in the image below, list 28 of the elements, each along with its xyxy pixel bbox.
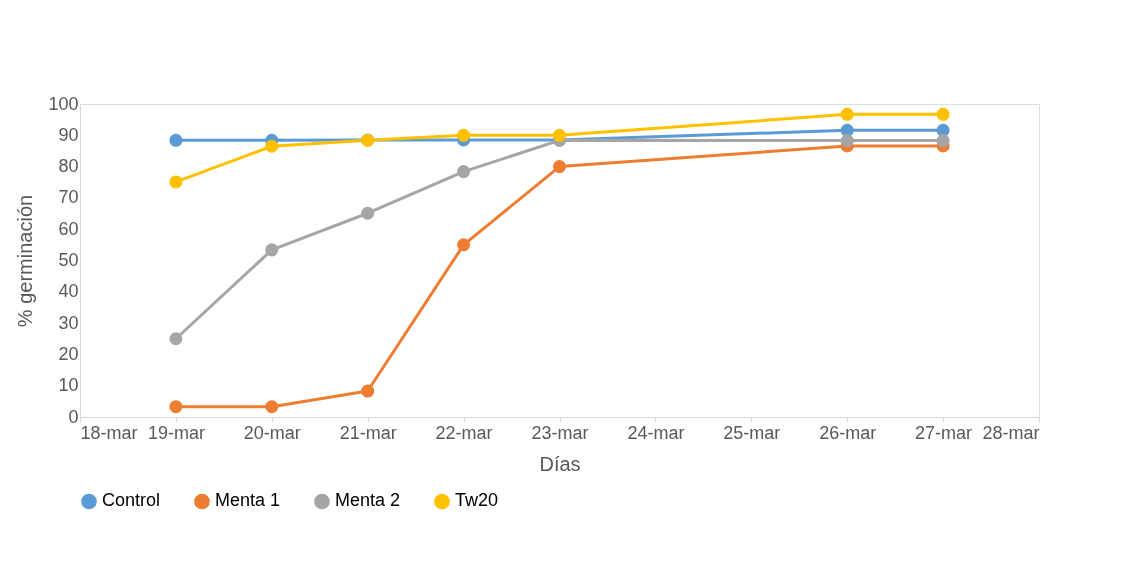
- y-tick-label: 80: [58, 156, 79, 177]
- x-tick-label: 25-mar: [723, 422, 781, 443]
- y-tick-label: 30: [58, 312, 79, 333]
- y-tick-label: 60: [58, 218, 79, 239]
- y-tick-label: 10: [58, 375, 79, 396]
- x-axis-title: Días: [539, 452, 581, 475]
- y-tick-label: 100: [48, 93, 79, 114]
- x-tick-label: 24-mar: [627, 422, 685, 443]
- x-tick-label: 20-mar: [243, 422, 301, 443]
- x-tick-label: 23-mar: [531, 422, 589, 443]
- y-axis-title: % germinación: [14, 194, 37, 328]
- x-tick-label: 26-mar: [819, 422, 877, 443]
- x-tick-label: 27-mar: [915, 422, 973, 443]
- x-tick-label: 19-mar: [147, 422, 205, 443]
- y-tick-label: 50: [58, 250, 79, 270]
- y-tick-label: 0: [68, 406, 79, 427]
- legend-label: Control: [102, 490, 161, 511]
- legend-label: Menta 2: [335, 490, 401, 511]
- legend-label: Menta 1: [215, 490, 281, 511]
- x-tick-label: 22-mar: [435, 422, 493, 443]
- x-tick-label: 28-mar: [982, 422, 1040, 443]
- x-tick-label: 21-mar: [339, 422, 397, 443]
- y-tick-label: 20: [58, 343, 79, 364]
- y-tick-label: 40: [58, 281, 79, 302]
- x-tick-label: 18-mar: [80, 422, 138, 443]
- legend-label: Tw20: [455, 490, 499, 511]
- y-tick-label: 90: [58, 124, 79, 145]
- y-tick-label: 70: [58, 187, 79, 208]
